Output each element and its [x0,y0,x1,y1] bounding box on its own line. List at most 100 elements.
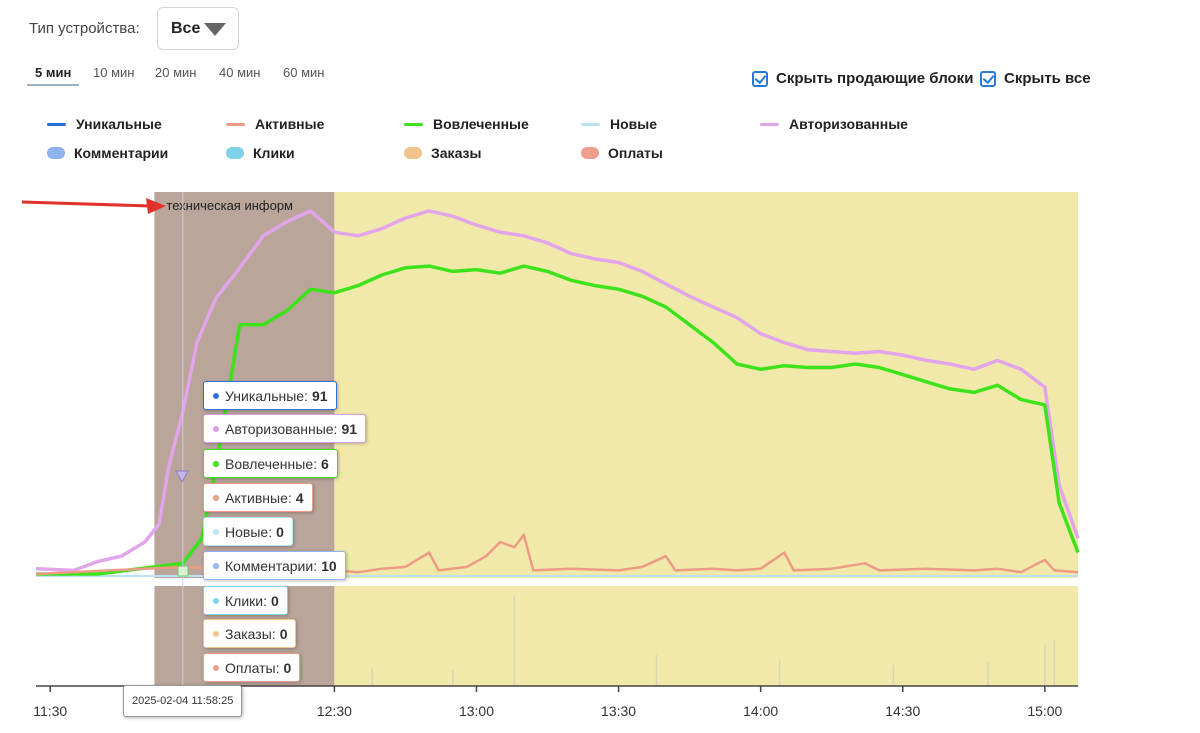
main-period-band [334,192,1079,686]
device-type-value: Все [171,19,201,37]
tooltip-name: Заказы [225,625,272,642]
tooltip-name: Активные [225,489,288,506]
tooltip-authorized: Авторизованные:91 [203,414,367,443]
legend-item-authorized[interactable]: Авторизованные [760,116,908,132]
tooltip-name: Клики [225,592,264,609]
tooltip-value: 10 [321,557,337,574]
x-tick-label: 14:00 [743,703,778,719]
hide-selling-blocks-toggle[interactable]: Скрыть продающие блоки [752,70,973,87]
marker-engaged [177,565,189,577]
hide-all-label: Скрыть все [1004,70,1091,87]
x-axis: 11:30 12:30 13:00 13:30 14:00 14:30 15:00 [33,685,1078,719]
legend-swatch [581,122,600,126]
series-line-Вовлеченные [36,264,1080,576]
device-type-select[interactable]: Все [157,7,239,50]
x-tick-label: 14:30 [885,703,920,719]
device-type-label: Тип устройства: [29,20,140,37]
tooltip-value: 0 [276,523,284,540]
legend-swatch [226,122,245,126]
legend-label: Активные [255,116,325,132]
tab-10-min[interactable]: 10 мин [93,65,135,80]
legend-label: Уникальные [76,116,162,132]
legend-label: Заказы [431,145,482,161]
legend-label: Вовлеченные [433,116,529,132]
arrow-head [146,198,166,214]
legend-swatch [760,122,779,126]
legend-item-new[interactable]: Новые [581,116,657,132]
technical-info-label: техническая информ [166,198,293,213]
arrow-shaft [21,200,151,208]
tooltip-orders: Заказы:0 [203,619,297,648]
series-layer [35,209,1080,686]
tooltip-active: Активные:4 [203,483,313,512]
tab-5-min[interactable]: 5 мин [27,64,80,86]
tooltip-dot [213,494,219,501]
legend-swatch [47,122,66,126]
tooltip-engaged: Вовлеченные:6 [203,449,338,478]
tooltip-new: Новые:0 [203,517,293,546]
tooltip-dot [213,460,219,467]
series-line-Активные [35,533,1079,576]
legend-item-unique[interactable]: Уникальные [47,116,162,132]
tooltip-value: 6 [321,455,329,472]
tooltip-dot [213,562,219,569]
tooltip-dot [213,392,219,399]
x-tick-label: 13:00 [459,703,494,719]
legend-label: Оплаты [608,145,663,161]
legend-item-payments[interactable]: Оплаты [581,145,663,161]
legend-label: Клики [253,145,295,161]
tooltip-value: 0 [279,625,288,642]
tooltip-name: Вовлеченные [225,455,314,472]
tooltip-name: Уникальные [225,387,305,404]
marker-authorized [175,470,189,484]
tooltip-dot [213,664,219,671]
tooltip-payments: Оплаты:0 [203,653,301,682]
legend-item-clicks[interactable]: Клики [226,145,295,161]
tooltip-name: Новые [225,523,269,540]
legend-swatch [581,147,599,159]
hide-selling-blocks-label: Скрыть продающие блоки [776,70,974,87]
tab-60-min[interactable]: 60 мин [283,65,325,80]
tooltip-value: 0 [283,659,292,676]
tooltip-value: 4 [295,489,304,506]
legend-label: Комментарии [74,145,169,161]
chevron-down-icon [204,23,226,36]
tooltip-time: 2025-02-04 11:58:25 [123,685,243,717]
tooltip-unique: Уникальные:91 [203,381,337,410]
checkbox-icon [980,70,996,87]
tooltip-name: Авторизованные [225,420,334,437]
tooltip-dot [213,630,219,637]
tooltip-clicks: Клики:0 [203,586,288,615]
legend-swatch [404,122,423,126]
checkbox-icon [752,70,768,87]
legend-swatch [226,147,244,159]
tooltip-comments: Комментарии:10 [203,551,346,580]
legend-item-orders[interactable]: Заказы [404,145,481,161]
tooltip-value: 91 [311,387,328,404]
red-arrow-annotation [21,198,166,214]
tooltip-name: Оплаты [225,659,276,676]
tab-20-min[interactable]: 20 мин [155,65,197,80]
tab-40-min[interactable]: 40 мин [219,65,261,80]
hover-markers [175,470,189,577]
x-tick-label: 12:30 [317,703,352,719]
legend-item-comments[interactable]: Комментарии [47,145,168,161]
tooltip-dot [213,597,219,604]
legend-item-active[interactable]: Активные [226,116,324,132]
legend-label: Новые [610,116,658,132]
legend-swatch [404,147,422,159]
series-line-Авторизованные [35,209,1080,573]
chart-divider [36,578,1078,586]
legend-item-engaged[interactable]: Вовлеченные [404,116,529,132]
tooltip-dot [213,425,219,432]
tooltip-dot [213,528,219,535]
tooltip-value: 0 [270,592,279,609]
x-tick-label: 11:30 [33,703,67,719]
x-tick-label: 15:00 [1027,703,1062,719]
tooltip-value: 91 [341,420,358,437]
hide-all-toggle[interactable]: Скрыть все [980,70,1091,87]
tooltip-name: Комментарии [225,557,314,574]
legend-label: Авторизованные [789,116,908,132]
x-tick-label: 13:30 [601,703,636,719]
